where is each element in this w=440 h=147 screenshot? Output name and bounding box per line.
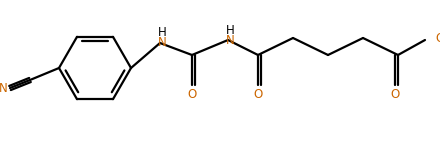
Text: N: N [158, 36, 166, 50]
Text: O: O [390, 88, 400, 101]
Text: N: N [0, 82, 7, 96]
Text: H: H [158, 26, 166, 40]
Text: H: H [226, 24, 235, 36]
Text: OH: OH [435, 31, 440, 45]
Text: O: O [187, 88, 197, 101]
Text: N: N [226, 34, 235, 46]
Text: O: O [253, 88, 263, 101]
